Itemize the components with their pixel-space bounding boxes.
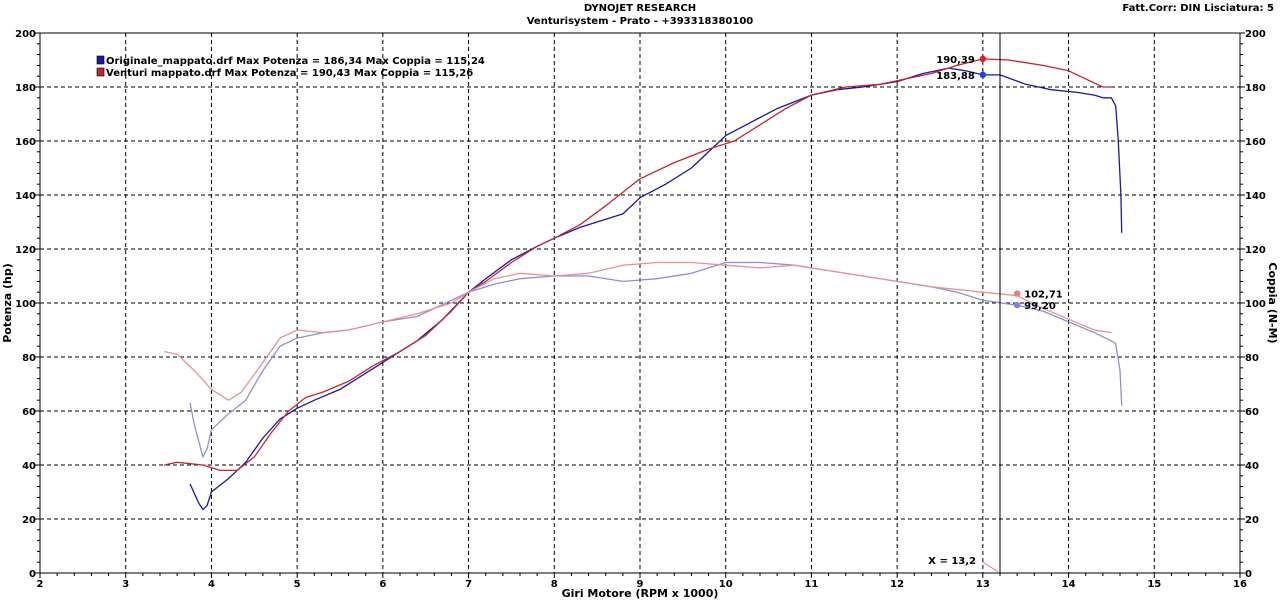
x-tick-label: 15 — [1147, 579, 1161, 590]
series-line-2-power — [164, 58, 1112, 472]
y-tick-label: 140 — [15, 191, 36, 202]
y-tick-label: 200 — [15, 29, 36, 40]
y-tick-label: 180 — [15, 83, 36, 94]
y2-tick-label: 100 — [1245, 299, 1266, 310]
x-tick-label: 7 — [465, 579, 472, 590]
y-tick-label: 40 — [22, 461, 36, 472]
y-axis-label: Potenza (hp) — [1, 263, 14, 343]
y-tick-label: 80 — [22, 353, 36, 364]
y2-tick-label: 20 — [1245, 515, 1259, 526]
y2-tick-label: 40 — [1245, 461, 1259, 472]
y2-tick-label: 60 — [1245, 407, 1259, 418]
y2-tick-label: 160 — [1245, 137, 1266, 148]
y2-tick-label: 0 — [1245, 569, 1252, 580]
marker-point — [1013, 301, 1021, 309]
x-tick-label: 2 — [37, 579, 44, 590]
y-tick-label: 20 — [22, 515, 36, 526]
y-tick-label: 60 — [22, 407, 36, 418]
curves: X = 13,2 — [164, 33, 1123, 573]
x-tick-label: 16 — [1233, 579, 1247, 590]
series-line-1-power — [189, 67, 1123, 511]
legend: Originale_mappato.drf Max Potenza = 186,… — [96, 55, 485, 79]
y-tick-label: 160 — [15, 137, 36, 148]
chart-title: DYNOJET RESEARCH — [583, 3, 697, 14]
y-tick-label: 0 — [29, 569, 36, 580]
x-tick-label: 8 — [551, 579, 558, 590]
plot-frame — [39, 32, 1241, 574]
legend-swatch — [96, 55, 105, 65]
chart-subtitle: Venturisystem - Prato - +393318380100 — [526, 16, 754, 27]
marker-label: 99,20 — [1024, 301, 1056, 312]
cursor-label: X = 13,2 — [928, 556, 976, 567]
marker-label: 102,71 — [1024, 290, 1063, 301]
x-tick-label: 4 — [208, 579, 215, 590]
y2-tick-label: 200 — [1245, 29, 1266, 40]
x-tick-label: 9 — [637, 579, 644, 590]
x-tick-label: 5 — [294, 579, 301, 590]
x-axis-label: Giri Motore (RPM x 1000) — [562, 587, 719, 600]
y2-tick-label: 140 — [1245, 191, 1266, 202]
y-tick-label: 120 — [15, 245, 36, 256]
cursor-trace — [982, 561, 999, 573]
series-line-4-torque — [164, 261, 1112, 401]
x-tick-label: 10 — [719, 579, 733, 590]
y2-tick-label: 120 — [1245, 245, 1266, 256]
y2-tick-label: 180 — [1245, 83, 1266, 94]
x-tick-label: 13 — [976, 579, 990, 590]
y-tick-label: 100 — [15, 299, 36, 310]
x-tick-label: 6 — [379, 579, 386, 590]
legend-swatch — [96, 67, 105, 77]
x-tick-label: 3 — [122, 579, 129, 590]
x-tick-label: 12 — [890, 579, 904, 590]
y2-tick-label: 80 — [1245, 353, 1259, 364]
marker-point — [979, 55, 987, 63]
x-tick-label: 11 — [804, 579, 818, 590]
legend-entry: Venturi mappato.drf Max Potenza = 190,43… — [106, 68, 473, 79]
marker-label: 190,39 — [936, 55, 975, 66]
x-tick-label: 14 — [1062, 579, 1076, 590]
y2-axis-label: Coppia (N-M) — [1266, 262, 1279, 343]
marker-label: 183,88 — [936, 71, 975, 82]
marker-point — [979, 71, 987, 79]
correction-info: Fatt.Corr: DIN Lisciatura: 5 — [1122, 3, 1274, 14]
marker-point — [1013, 290, 1021, 297]
legend-entry: Originale_mappato.drf Max Potenza = 186,… — [106, 56, 485, 67]
series-line-3-torque — [189, 261, 1123, 458]
grid — [40, 33, 1240, 573]
